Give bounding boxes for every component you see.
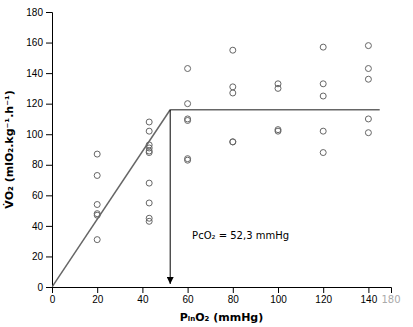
x-tick-label: 40	[137, 294, 149, 305]
point	[320, 150, 326, 156]
x-axis-line	[53, 288, 392, 294]
point	[230, 84, 236, 90]
point	[94, 202, 100, 208]
y-tick-mark	[46, 134, 52, 135]
y-tick-label: 60	[32, 190, 44, 201]
y-tick-label: 80	[32, 159, 44, 170]
y-tick: 80	[32, 159, 52, 170]
y-tick-label: 20	[32, 251, 44, 262]
x-tick-mark	[368, 287, 369, 293]
point	[185, 157, 191, 163]
point	[185, 117, 191, 123]
point	[365, 130, 371, 136]
x-tick: 120	[315, 287, 332, 305]
y-tick-label: 180	[26, 7, 43, 18]
point	[230, 139, 236, 145]
x-tick-mark	[142, 287, 143, 293]
y-tick: 0	[37, 282, 52, 293]
x-tick: 60	[183, 287, 195, 305]
point	[146, 218, 152, 224]
x-tick-label: 100	[270, 294, 287, 305]
point	[365, 116, 371, 122]
point	[185, 101, 191, 107]
line	[52, 110, 170, 287]
point	[365, 76, 371, 82]
y-tick-mark	[46, 104, 52, 105]
y-axis-line	[46, 13, 53, 288]
annotation: 180	[381, 294, 400, 305]
line	[170, 109, 380, 111]
point	[94, 151, 100, 157]
y-tick-mark	[46, 226, 52, 227]
point	[146, 119, 152, 125]
point	[94, 172, 100, 178]
y-axis-title: V̇O₂ (mlO₂.kg⁻¹.h⁻¹)	[3, 90, 16, 209]
x-tick: 80	[228, 287, 240, 305]
point	[146, 200, 152, 206]
plot-area	[52, 43, 380, 287]
y-tick-mark	[46, 287, 52, 288]
x-tick-label: 80	[228, 294, 240, 305]
point	[320, 128, 326, 134]
x-tick: 140	[361, 287, 378, 305]
y-tick-mark	[46, 43, 52, 44]
x-axis: 0 20 40 60 80 100 120 140	[50, 287, 392, 305]
arrow	[170, 110, 171, 284]
point	[94, 237, 100, 243]
y-tick: 180	[26, 7, 52, 18]
y-tick: 120	[26, 98, 52, 109]
x-tick: 40	[137, 287, 149, 305]
y-tick-mark	[46, 12, 52, 13]
x-tick-label: 120	[315, 294, 332, 305]
y-tick: 100	[26, 129, 52, 140]
point	[320, 44, 326, 50]
y-tick-label: 120	[26, 98, 43, 109]
y-tick-label: 40	[32, 221, 44, 232]
y-tick-mark	[46, 195, 52, 196]
point	[230, 47, 236, 53]
x-tick-mark	[97, 287, 98, 293]
x-tick-mark	[233, 287, 234, 293]
x-tick-label: 60	[183, 294, 195, 305]
annotation: PcO₂ = 52,3 mmHg	[192, 230, 289, 241]
x-tick-label: 0	[50, 294, 56, 305]
point	[146, 150, 152, 156]
point	[365, 66, 371, 72]
x-tick-mark	[323, 287, 324, 293]
scatter-points	[94, 43, 371, 243]
point	[320, 81, 326, 87]
x-tick-mark	[278, 287, 279, 293]
point	[365, 43, 371, 49]
point	[275, 85, 281, 91]
y-tick: 140	[26, 68, 52, 79]
point	[275, 128, 281, 134]
y-tick: 60	[32, 190, 52, 201]
y-tick-mark	[46, 256, 52, 257]
y-tick-mark	[46, 73, 52, 74]
x-tick: 20	[92, 287, 104, 305]
x-axis-title: PᵢₙO₂ (mmHg)	[180, 311, 264, 324]
point	[320, 93, 326, 99]
y-tick: 160	[26, 37, 52, 48]
point	[230, 90, 236, 96]
point	[230, 139, 236, 145]
y-tick: 20	[32, 251, 52, 262]
x-tick: 0	[50, 287, 56, 305]
y-tick-mark	[46, 165, 52, 166]
x-tick-mark	[188, 287, 189, 293]
x-tick: 100	[270, 287, 287, 305]
y-tick: 40	[32, 221, 52, 232]
chart: 0 20 40 60 80 100 120 140 0 20 40 60 80 100 120 140 160 1…	[0, 0, 413, 327]
y-tick-label: 140	[26, 68, 43, 79]
y-tick-label: 0	[37, 282, 43, 293]
y-axis: 0 20 40 60 80 100 120 140 160 180	[26, 7, 52, 293]
y-tick-label: 160	[26, 37, 43, 48]
x-tick-label: 20	[92, 294, 104, 305]
point	[146, 180, 152, 186]
y-tick-label: 100	[26, 129, 43, 140]
point	[185, 66, 191, 72]
x-tick-label: 140	[361, 294, 378, 305]
point	[146, 128, 152, 134]
